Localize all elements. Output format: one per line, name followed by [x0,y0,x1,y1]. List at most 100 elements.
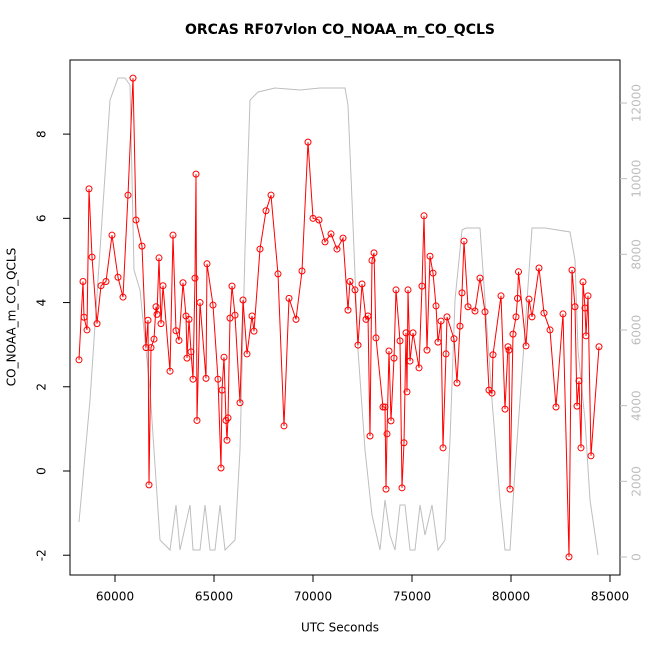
point [432,302,440,310]
point [509,330,517,338]
point [396,337,404,345]
point [75,356,83,364]
point [285,294,293,302]
point [191,274,199,282]
point [501,405,509,413]
point [571,303,579,311]
point [262,207,270,215]
point [381,403,389,411]
y2-tick-label: 4000 [630,390,644,421]
point [119,293,127,301]
point [187,348,195,356]
point [114,273,122,281]
point [404,286,412,294]
point [97,282,105,290]
point [540,309,548,317]
point [528,313,536,321]
point [124,191,132,199]
point [274,270,282,278]
point [243,350,251,358]
point [582,332,590,340]
point [226,314,234,322]
point [552,403,560,411]
point [153,310,161,318]
point [280,422,288,430]
point [535,264,543,272]
point [83,326,91,334]
point [315,216,323,224]
point [402,329,410,337]
point [460,237,468,245]
chart-title: ORCAS RF07vlon CO_NOAA_m_CO_QCLS [185,22,495,38]
point [102,277,110,285]
point [456,322,464,330]
y2-tick-label: 2000 [630,466,644,497]
point [196,299,204,307]
point [220,353,228,361]
point [522,342,530,350]
x-tick-label: 70000 [294,590,332,604]
point [443,313,451,321]
point [93,320,101,328]
point [231,311,239,319]
y-tick-label: 4 [35,299,49,307]
point [525,295,533,303]
y-tick-label: 2 [35,383,49,391]
point [515,268,523,276]
y2-tick-label: 0 [630,553,644,561]
point [497,292,505,300]
point [581,304,589,312]
point [321,238,329,246]
point [409,329,417,337]
y2-tick-label: 10000 [630,160,644,198]
point [223,436,231,444]
point [392,286,400,294]
point [383,430,391,438]
point [565,553,573,561]
point [150,335,158,343]
y-tick-label: 0 [35,467,49,475]
point [577,444,585,452]
point [390,354,398,362]
point [476,274,484,282]
point [406,357,414,365]
point [418,282,426,290]
point [439,444,447,452]
point [79,277,87,285]
point [464,303,472,311]
series-line [78,77,599,556]
point [368,256,376,264]
series-line [78,78,600,557]
y2-tick-label: 12000 [630,84,644,122]
y-axis-label: CO_NOAA_m_CO_QCLS [5,248,19,386]
point [506,485,514,493]
point [144,316,152,324]
point [129,74,137,82]
point [108,231,116,239]
point [175,336,183,344]
point [420,212,428,220]
point [351,286,359,294]
point [415,364,423,372]
point [437,317,445,325]
point [366,432,374,440]
point [80,313,88,321]
plot-box [69,59,621,576]
point [512,313,520,321]
x-tick-label: 85000 [591,590,629,604]
point [152,303,160,311]
point [202,374,210,382]
point [382,485,390,493]
point [138,242,146,250]
point [505,346,513,354]
point [575,377,583,385]
y-tick-label: -2 [35,549,49,561]
point [185,315,193,323]
point [267,191,275,199]
point [385,347,393,355]
y-tick-label: 6 [35,215,49,223]
point [559,310,567,318]
point [304,138,312,146]
point [147,344,155,352]
